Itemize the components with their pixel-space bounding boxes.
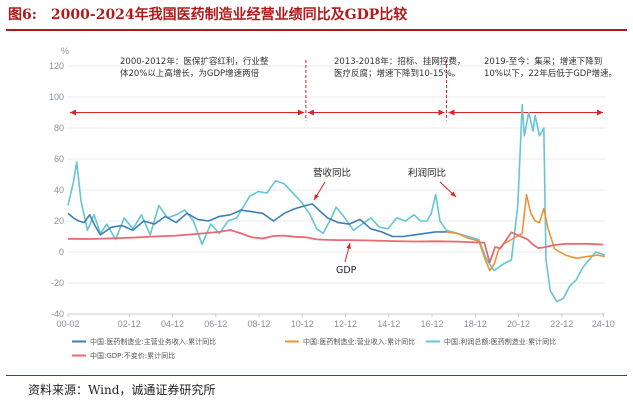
phase-label-line1: 2013-2018年：招标、挂网控费， (334, 56, 465, 67)
y-unit-label: % (61, 46, 69, 56)
callout-label: 营收同比 (313, 167, 351, 179)
x-tick-label: 08-12 (248, 319, 271, 329)
y-tick-label: -40 (51, 309, 64, 319)
line-chart: % -40 -20 0 20 40 60 80 100 120 00-02 02-12 04-12 06-… (49, 46, 617, 360)
phase-label-line2: 体20%以上高增长，为GDP增速两倍 (120, 68, 260, 79)
x-tick-label: 06-12 (204, 319, 227, 329)
y-tick-label: 100 (49, 92, 64, 102)
x-tick-label: 12-12 (334, 319, 357, 329)
y-tick-label: 20 (54, 216, 64, 226)
phase-arrowhead-left (307, 109, 314, 116)
phase-label-line2: 10%以下，22年后低于GDP增速。 (484, 68, 617, 79)
callout-label: 利润同比 (408, 167, 446, 179)
y-tick-label: 120 (49, 61, 64, 71)
legend-label: 中国:医药制造业:主营业务收入:累计同比 (90, 337, 216, 346)
figure-title: 图6: 2000-2024年我国医药制造业经营业绩同比及GDP比较 (8, 4, 625, 26)
x-tick-label: 04-12 (161, 319, 184, 329)
legend-label: 中国:医药制造业:营业收入:累计同比 (303, 337, 415, 346)
series-line (67, 203, 447, 238)
figure-number: 图6: (8, 7, 37, 23)
figure-title-text: 2000-2024年我国医药制造业经营业绩同比及GDP比较 (50, 7, 408, 23)
y-tick-label: 80 (54, 123, 64, 133)
callout-label: GDP (336, 265, 357, 276)
callout-arrowhead (346, 243, 351, 249)
phase-arrowhead-right (297, 109, 304, 116)
legend-label: 中国:GDP:不变价:累计同比 (90, 351, 175, 360)
x-tick-label: 02-12 (118, 319, 141, 329)
phase-arrowhead-right (597, 109, 603, 116)
x-tick-label: 14-12 (377, 319, 400, 329)
y-tick-label: 60 (54, 154, 64, 164)
series-line (67, 229, 604, 264)
y-tick-label: -20 (51, 278, 64, 288)
x-tick-label: 20-12 (507, 319, 530, 329)
source-note: 资料来源：Wind，诚通证券研究所 (28, 383, 216, 397)
series-line (446, 193, 606, 272)
x-tick-label: 22-12 (550, 319, 573, 329)
phase-arrowhead-left (70, 109, 76, 116)
callout-arrowhead (450, 191, 456, 197)
phase-label-line2: 医疗反腐；增速下降到10-15%。 (334, 68, 460, 79)
series-line (67, 104, 606, 303)
y-tick-label: 40 (54, 185, 64, 195)
title-rule (6, 29, 627, 31)
x-tick-label: 00-02 (56, 319, 79, 329)
phase-arrowhead-right (438, 109, 445, 116)
phase-label-line1: 2000-2012年：医保扩容红利，行业整 (120, 56, 269, 67)
callout-arrowhead (314, 194, 319, 200)
phase-label-line1: 2019-至今：集采；增速下降到 (484, 56, 602, 67)
phase-arrowhead-left (448, 109, 455, 116)
x-tick-label: 18-12 (464, 319, 487, 329)
x-tick-label: 24-10 (592, 319, 615, 329)
legend-label: 中国:利润总额:医药制造业:累计同比 (444, 337, 556, 346)
x-tick-label: 10-12 (291, 319, 314, 329)
source-rule (6, 375, 627, 376)
x-tick-label: 16-12 (421, 319, 444, 329)
y-tick-label: 0 (59, 247, 64, 257)
